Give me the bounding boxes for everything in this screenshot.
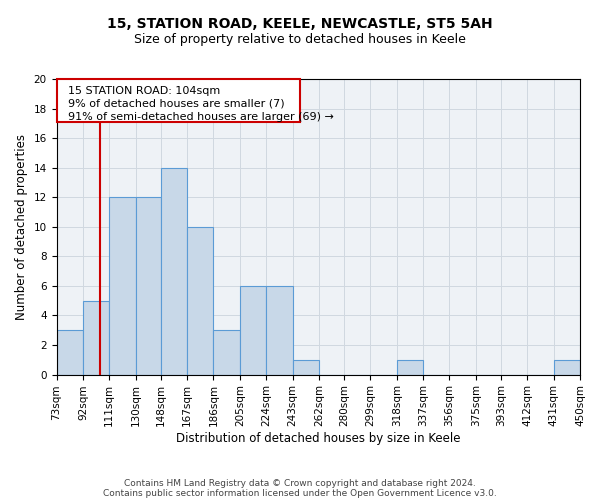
- Bar: [187, 227, 214, 374]
- Bar: [136, 197, 161, 374]
- Bar: [214, 330, 240, 374]
- Bar: [83, 300, 109, 374]
- Bar: [161, 168, 187, 374]
- Text: 15 STATION ROAD: 104sqm: 15 STATION ROAD: 104sqm: [61, 86, 220, 96]
- Bar: [554, 360, 580, 374]
- Bar: [293, 360, 319, 374]
- Text: 9% of detached houses are smaller (7): 9% of detached houses are smaller (7): [61, 99, 284, 109]
- Bar: [240, 286, 266, 374]
- Text: Contains HM Land Registry data © Crown copyright and database right 2024.: Contains HM Land Registry data © Crown c…: [124, 478, 476, 488]
- Text: 15, STATION ROAD, KEELE, NEWCASTLE, ST5 5AH: 15, STATION ROAD, KEELE, NEWCASTLE, ST5 …: [107, 18, 493, 32]
- Bar: [109, 197, 136, 374]
- Bar: [56, 79, 299, 122]
- X-axis label: Distribution of detached houses by size in Keele: Distribution of detached houses by size …: [176, 432, 461, 445]
- Text: 91% of semi-detached houses are larger (69) →: 91% of semi-detached houses are larger (…: [61, 112, 334, 122]
- Text: Contains public sector information licensed under the Open Government Licence v3: Contains public sector information licen…: [103, 488, 497, 498]
- Text: Size of property relative to detached houses in Keele: Size of property relative to detached ho…: [134, 32, 466, 46]
- Bar: [397, 360, 423, 374]
- Bar: [56, 330, 83, 374]
- Y-axis label: Number of detached properties: Number of detached properties: [15, 134, 28, 320]
- Bar: [266, 286, 293, 374]
